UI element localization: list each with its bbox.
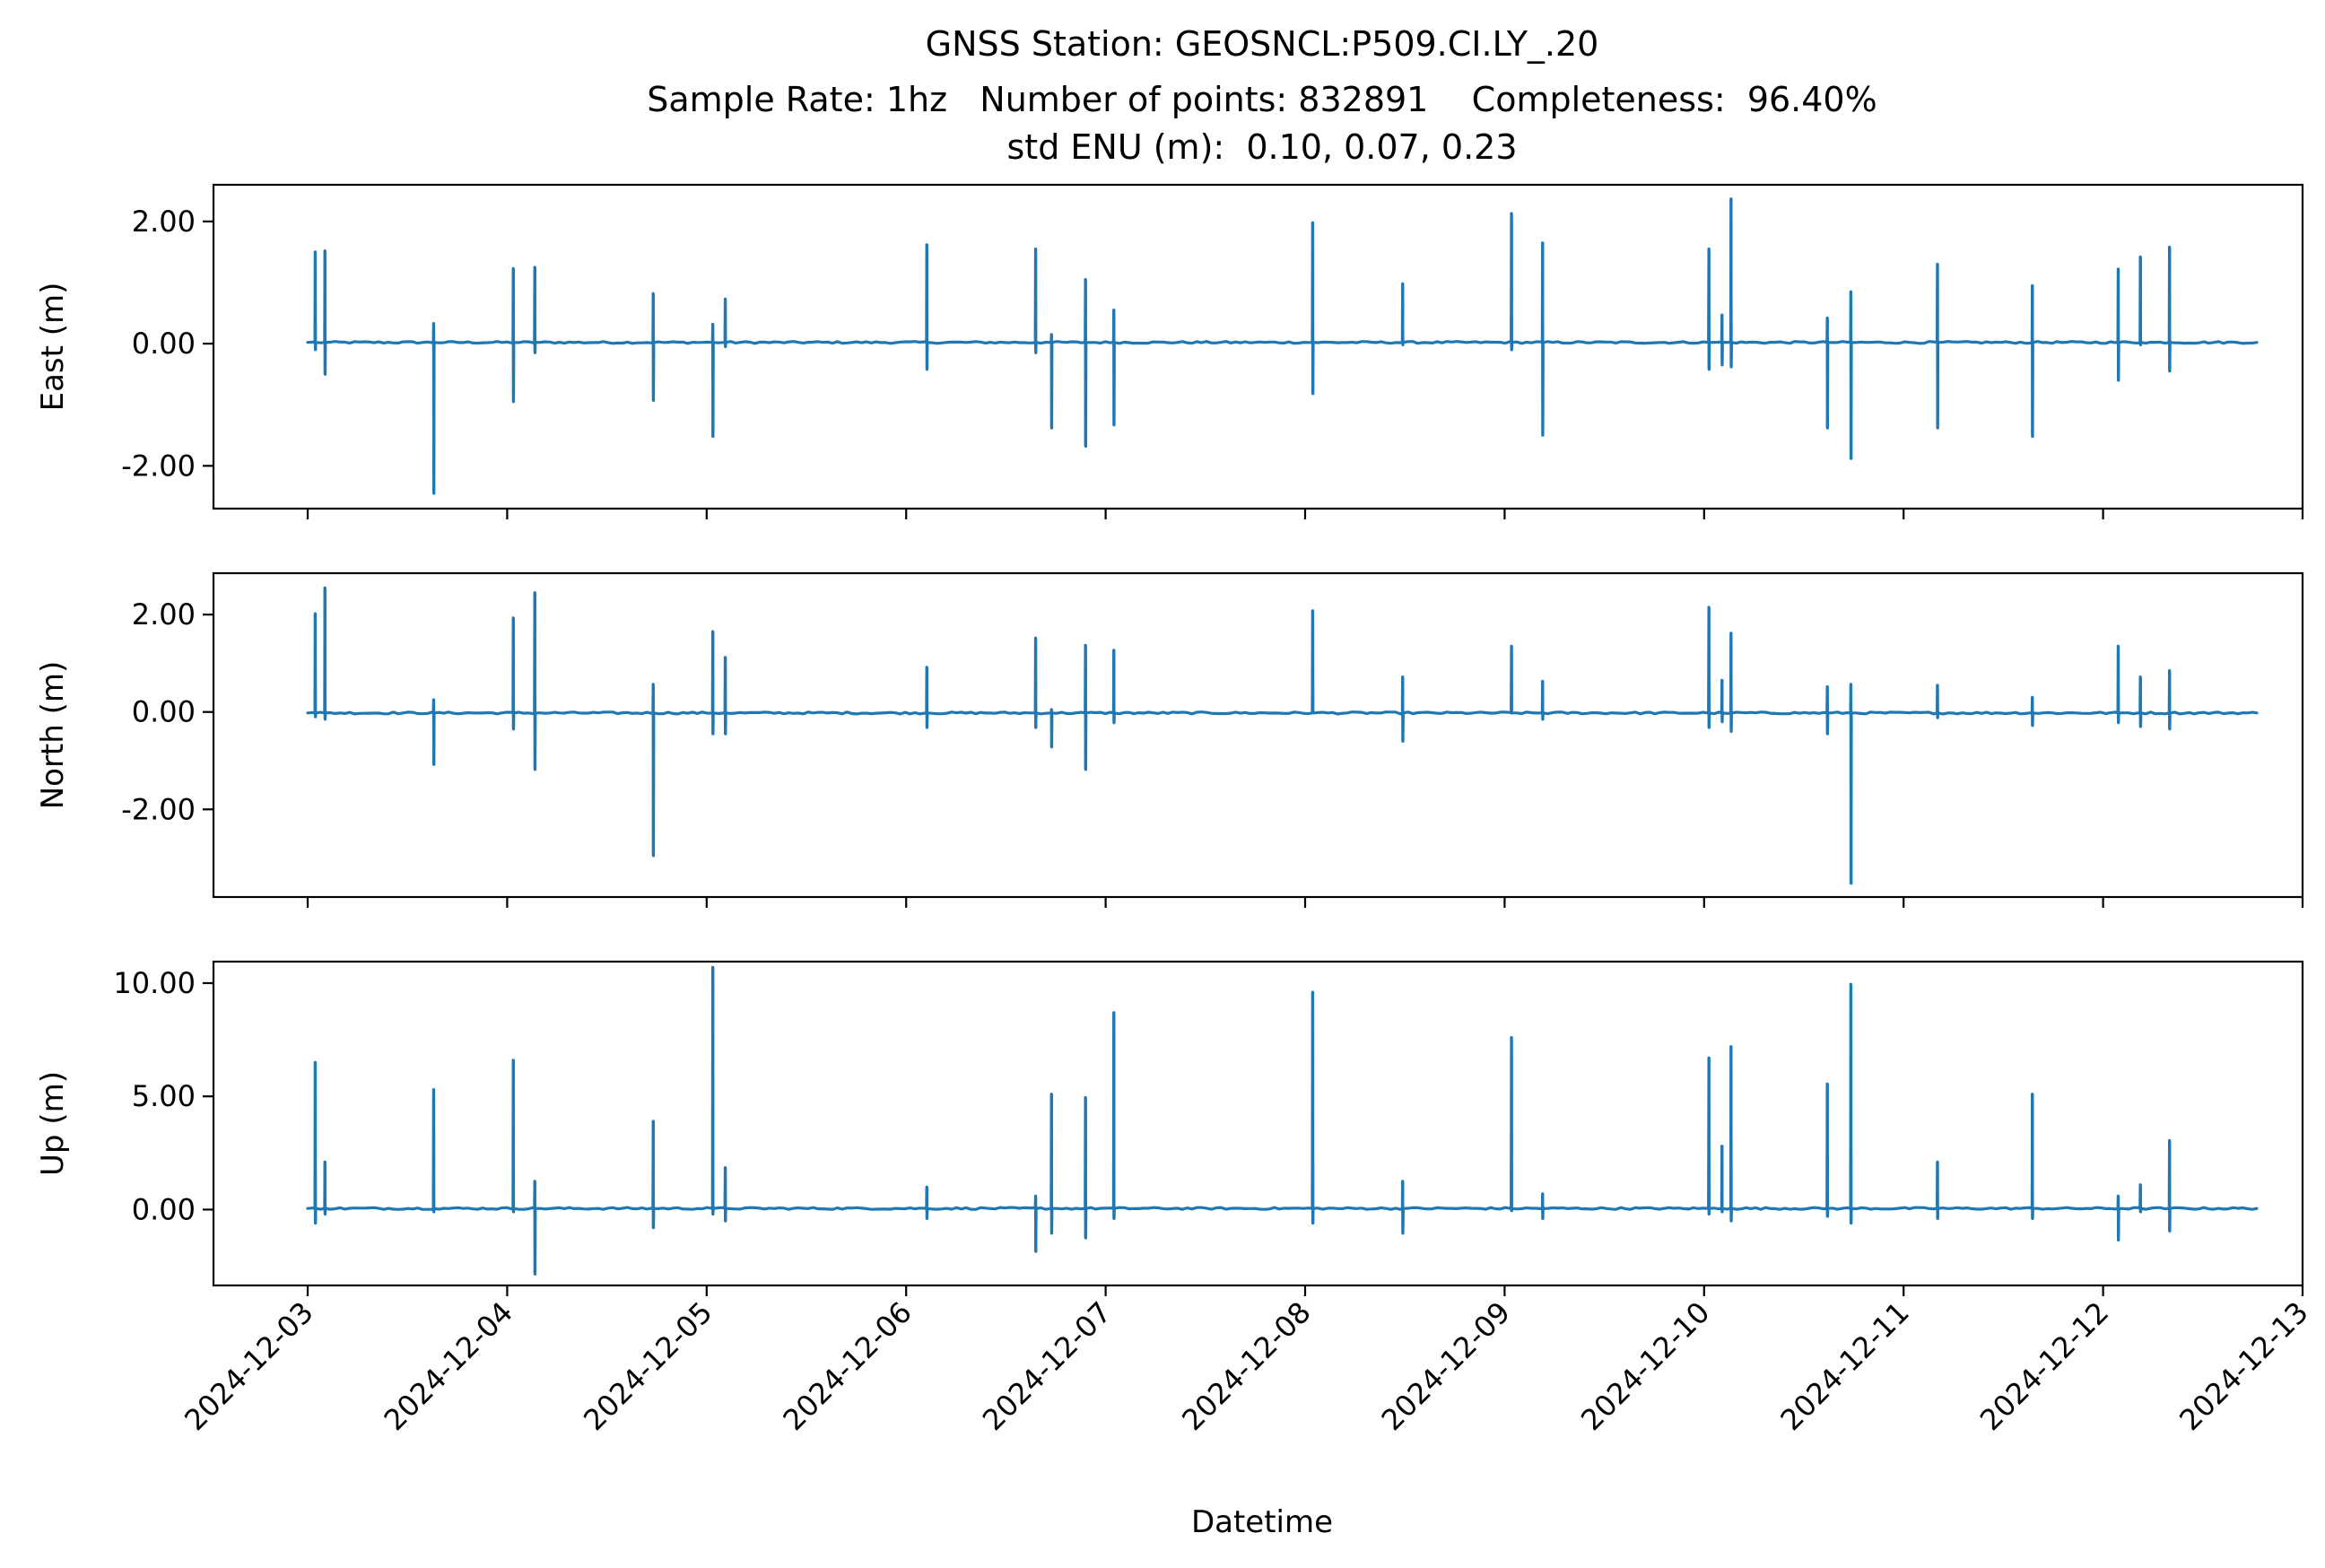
y-axis-label-east: East (m) [35, 283, 71, 412]
y-tick-label-east-0: 2.00 [132, 205, 196, 239]
axes-frame-up [212, 960, 2304, 1287]
y-tick-label-east-2: -2.00 [121, 449, 196, 483]
title-line-3: std ENU (m): 0.10, 0.07, 0.23 [1007, 127, 1518, 167]
y-tick-label-up-2: 0.00 [132, 1192, 196, 1226]
panel-north: 2.00 0.00 -2.00 North (m) [35, 571, 2304, 908]
title-line-2: Sample Rate: 1hz Number of points: 83289… [647, 80, 1877, 119]
figure-title: GNSS Station: GEOSNCL:P509.CI.LY_.20 Sam… [647, 24, 1877, 167]
y-tick-label-north-0: 2.00 [132, 597, 196, 632]
title-line-1: GNSS Station: GEOSNCL:P509.CI.LY_.20 [926, 24, 1599, 64]
y-axis-label-up: Up (m) [35, 1071, 71, 1176]
y-tick-label-up-0: 10.00 [113, 966, 196, 1000]
y-tick-label-up-1: 5.00 [132, 1079, 196, 1113]
y-axis-label-north: North (m) [35, 661, 71, 810]
axes-frame-east [212, 183, 2304, 510]
y-tick-label-north-1: 0.00 [132, 695, 196, 729]
y-tick-label-east-1: 0.00 [132, 327, 196, 361]
axes-frame-north [212, 571, 2304, 899]
y-tick-label-north-2: -2.00 [121, 792, 196, 826]
x-axis-label: Datetime [1191, 1504, 1333, 1540]
panel-east: 2.00 0.00 -2.00 East (m) [35, 183, 2304, 519]
